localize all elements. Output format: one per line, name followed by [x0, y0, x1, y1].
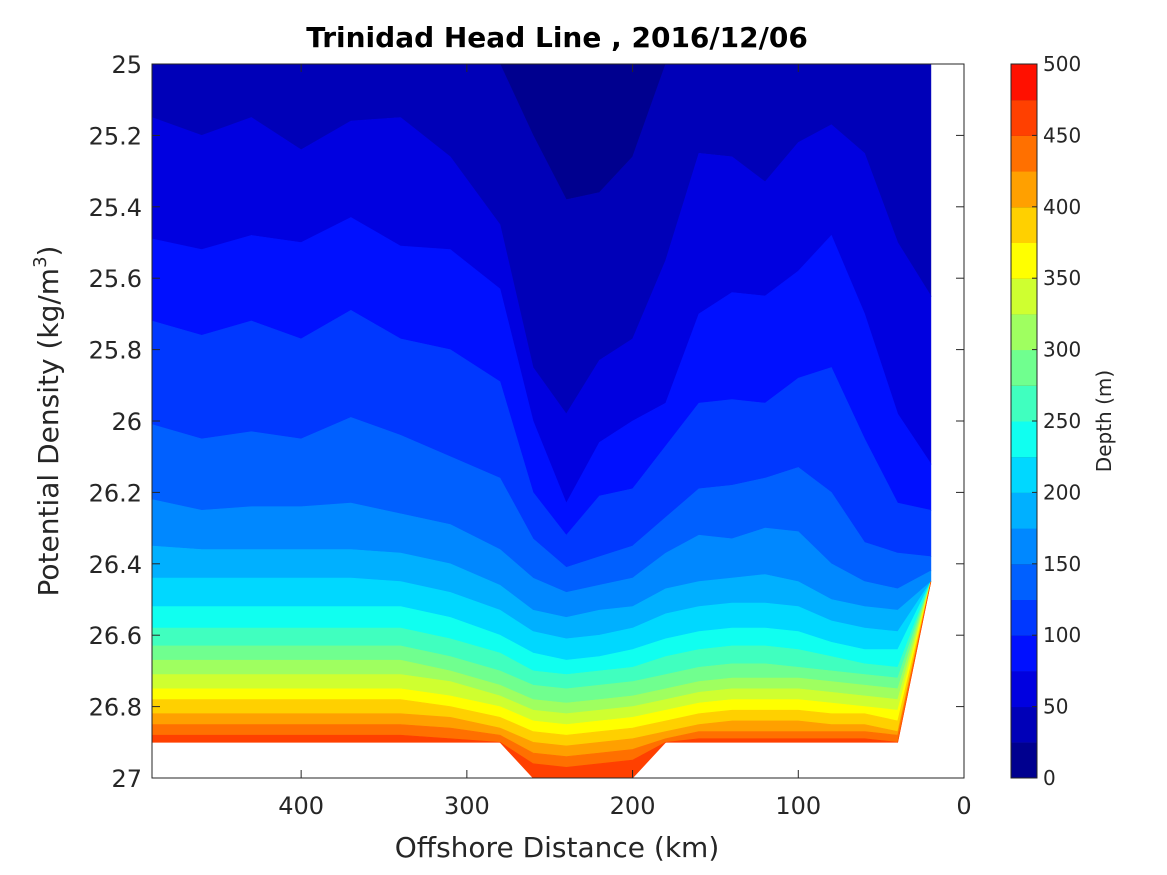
colorbar-segment	[1011, 135, 1037, 172]
x-axis-label: Offshore Distance (km)	[395, 831, 720, 864]
colorbar-segment	[1011, 313, 1037, 351]
colorbar-segment	[1011, 171, 1037, 208]
colorbar-tick-label: 400	[1043, 195, 1081, 219]
y-tick-label: 25.4	[89, 194, 142, 222]
x-tick-label: 400	[278, 792, 324, 820]
colorbar-segment	[1011, 206, 1037, 243]
colorbar-segment	[1011, 742, 1037, 779]
contour-band-475	[152, 581, 932, 778]
chart-title: Trinidad Head Line , 2016/12/06	[306, 21, 808, 54]
colorbar-segment	[1011, 528, 1037, 565]
colorbar-segment	[1011, 492, 1037, 529]
colorbar-tick-label: 350	[1043, 266, 1081, 290]
colorbar-segment	[1011, 242, 1037, 279]
x-tick-label: 200	[610, 792, 656, 820]
colorbar-segment	[1011, 421, 1037, 458]
colorbar-segment	[1011, 99, 1037, 136]
colorbar: 0 50 100 150 200 250 300 350 400 450 500	[1010, 52, 1081, 790]
y-axis-label-main: Potential Density (kg/m	[32, 268, 65, 597]
colorbar-label: Depth (m)	[1092, 370, 1116, 472]
axes: 400 300 200 100 0 25 25.2 25.4 25.6 25.8 26 26.2 26.…	[89, 51, 972, 820]
colorbar-tick-label: 150	[1043, 552, 1081, 576]
y-tick-label: 26.4	[89, 551, 142, 579]
colorbar-tick-label: 300	[1043, 338, 1081, 362]
y-tick-label: 25.6	[89, 265, 142, 293]
x-tick-label: 300	[444, 792, 490, 820]
y-tick-label: 26	[111, 408, 142, 436]
y-tick-label: 25.8	[89, 337, 142, 365]
contour-band-25	[152, 64, 931, 201]
x-tick-label: 100	[775, 792, 821, 820]
contour-bands	[152, 64, 932, 778]
colorbar-tick-label: 100	[1043, 623, 1081, 647]
x-tick-label: 0	[956, 792, 971, 820]
y-tick-label: 26.2	[89, 479, 142, 507]
y-tick-label: 26.6	[89, 622, 142, 650]
y-axis-label-sup: 3	[30, 256, 51, 267]
colorbar-segment	[1011, 599, 1037, 636]
y-axis-label-close: )	[32, 246, 65, 257]
colorbar-tick-label: 450	[1043, 123, 1081, 147]
colorbar-tick-label: 0	[1043, 766, 1056, 790]
colorbar-segment	[1011, 706, 1037, 743]
colorbar-segment	[1011, 563, 1037, 600]
colorbar-segment	[1011, 635, 1037, 672]
y-axis-label: Potential Density (kg/m3)	[30, 246, 65, 597]
colorbar-tick-label: 250	[1043, 409, 1081, 433]
colorbar-segment	[1011, 278, 1037, 315]
y-tick-label: 26.8	[89, 694, 142, 722]
y-tick-label: 27	[111, 765, 142, 793]
colorbar-segment	[1011, 456, 1037, 493]
colorbar-segment	[1011, 64, 1037, 101]
colorbar-segment	[1011, 670, 1037, 708]
colorbar-tick-label: 500	[1043, 52, 1081, 76]
colorbar-segment	[1011, 385, 1037, 422]
colorbar-tick-label: 200	[1043, 480, 1081, 504]
y-tick-label: 25.2	[89, 122, 142, 150]
colorbar-segment	[1011, 349, 1037, 386]
colorbar-tick-label: 50	[1043, 695, 1068, 719]
y-tick-label: 25	[111, 51, 142, 79]
